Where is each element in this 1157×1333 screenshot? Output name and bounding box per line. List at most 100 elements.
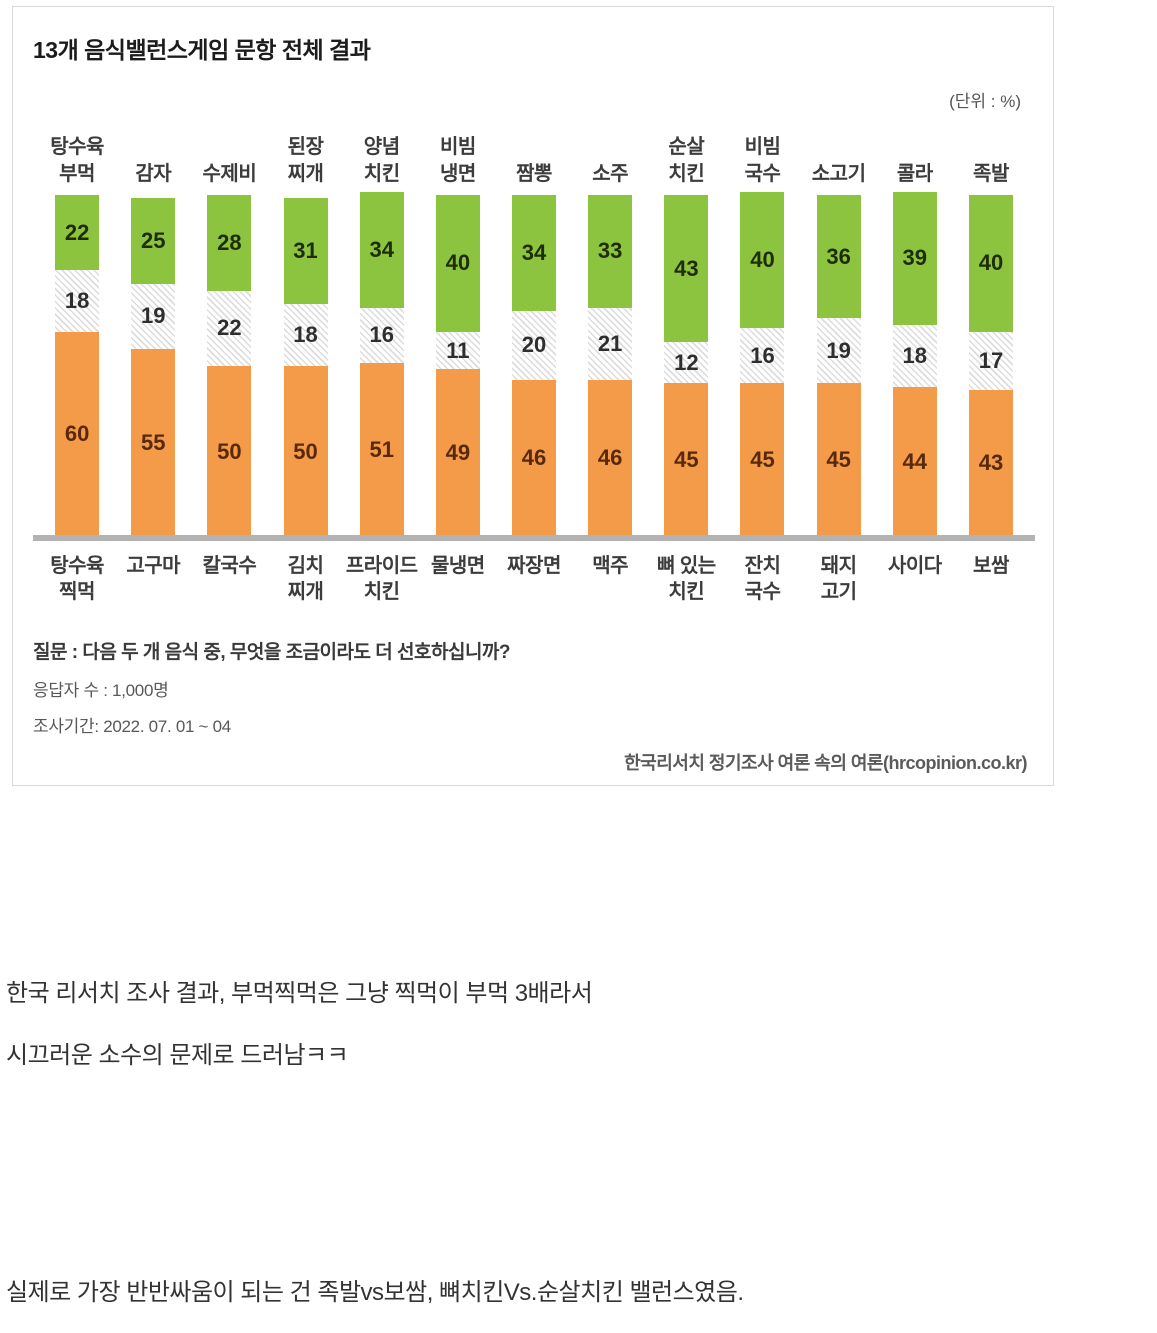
segment-value-label: 43 [978,450,1004,476]
segment-value-label: 43 [674,255,699,281]
top-labels-row: 탕수육 부먹 감자 수제비 된장 찌개 양념 치킨 비빔 냉면 짬뽕 소주 순살 치킨 비빔 국수 소고기 콜라 족… [39,111,1029,187]
bar-segment-neutral: 22 [207,290,252,366]
bottom-category-label: 돼지 고기 [820,555,857,604]
bar-segment-top-option: 22 [55,195,100,271]
bar-column: 39 18 44 [877,191,953,537]
segment-value-label: 50 [293,438,318,464]
bar-segment-bottom-option: 45 [664,383,709,537]
label-column-bottom: 프라이드 치킨 [344,553,420,606]
stacked-bar: 28 22 50 [207,195,252,537]
stacked-bar: 34 16 51 [359,191,404,537]
top-category-label: 짬뽕 [516,162,552,185]
bar-segment-neutral: 12 [664,342,709,384]
chart-image: 13개 음식밸런스게임 문항 전체 결과 (단위 : %) 탕수육 부먹 감자 수제비… [12,6,1054,786]
label-column-top: 비빔 냉면 [420,134,496,187]
stacked-bar: 40 17 43 [968,195,1013,537]
label-column-top: 된장 찌개 [267,134,343,187]
top-category-label: 탕수육 부먹 [50,136,104,185]
label-column-bottom: 보쌈 [953,553,1029,579]
segment-value-label: 18 [64,288,90,314]
top-category-label: 수제비 [202,162,257,185]
bar-segment-top-option: 39 [892,191,937,325]
top-category-label: 소주 [592,162,629,185]
segment-value-label: 16 [750,342,775,368]
bar-column: 36 19 45 [801,195,877,537]
unit-label: (단위 : %) [949,92,1021,111]
top-category-label: 소고기 [811,162,866,185]
bar-segment-neutral: 17 [968,331,1013,390]
bar-segment-bottom-option: 51 [359,362,404,537]
bottom-category-label: 사이다 [887,555,942,577]
segment-value-label: 40 [750,246,775,272]
label-column-bottom: 고구마 [115,553,191,579]
stacked-bar: 39 18 44 [892,191,937,537]
label-column-top: 탕수육 부먹 [39,134,115,187]
survey-info-block: 질문 : 다음 두 개 음식 중, 무엇을 조금이라도 더 선호하십니까? 응답… [33,637,511,748]
segment-value-label: 51 [369,436,394,462]
bar-segment-neutral: 16 [359,307,404,363]
segment-value-label: 34 [521,240,547,266]
segment-value-label: 33 [597,238,623,264]
bar-column: 22 18 60 [39,195,115,537]
survey-question: 질문 : 다음 두 개 음식 중, 무엇을 조금이라도 더 선호하십니까? [33,642,511,663]
label-column-top: 감자 [115,161,191,187]
bottom-labels-row: 탕수육 찍먹 고구마 칼국수 김치 찌개 프라이드 치킨 물냉면 짜장면 맥주 뼈 있는 치킨 잔치 국수 돼… [39,553,1029,633]
label-column-top: 양념 치킨 [344,134,420,187]
bar-segment-neutral: 18 [892,324,937,387]
bar-segment-neutral: 19 [816,318,861,384]
bar-segment-top-option: 31 [283,198,328,305]
segment-value-label: 36 [826,243,851,269]
bar-segment-bottom-option: 50 [283,366,328,537]
segment-value-label: 21 [597,330,623,356]
label-column-bottom: 돼지 고기 [801,553,877,606]
segment-value-label: 25 [140,228,166,254]
stacked-bar: 33 21 46 [588,195,633,537]
bar-segment-bottom-option: 49 [435,369,480,537]
bar-segment-bottom-option: 60 [55,331,100,537]
bar-column: 28 22 50 [191,195,267,537]
bottom-category-label: 칼국수 [202,555,257,577]
segment-value-label: 60 [64,421,90,447]
bottom-category-label: 짜장면 [507,555,561,577]
bottom-category-label: 물냉면 [431,555,485,577]
bar-segment-neutral: 18 [283,304,328,366]
bottom-category-label: 맥주 [592,555,629,577]
segment-value-label: 50 [217,438,242,464]
stacked-bar: 43 12 45 [664,195,709,537]
segment-value-label: 34 [369,236,394,262]
segment-value-label: 40 [445,250,471,276]
label-column-top: 순살 치킨 [648,134,724,187]
segment-value-label: 46 [597,445,623,471]
bottom-category-label: 프라이드 치킨 [345,555,418,604]
bar-segment-neutral: 11 [435,331,480,370]
bar-column: 40 16 45 [724,191,800,537]
label-column-top: 소주 [572,161,648,187]
segment-value-label: 31 [293,238,318,264]
bar-column: 33 21 46 [572,195,648,537]
segment-value-label: 18 [902,342,928,368]
bottom-category-label: 고구마 [126,555,181,577]
segment-value-label: 22 [217,315,242,341]
bottom-category-label: 탕수육 찍먹 [50,555,104,604]
x-axis-line [33,535,1035,541]
bar-column: 40 11 49 [420,195,496,537]
top-category-label: 콜라 [896,162,933,185]
segment-value-label: 45 [750,447,775,473]
bar-segment-neutral: 18 [55,270,100,332]
bars-row: 22 18 60 25 19 55 28 22 50 31 18 50 34 16 51 40 11 49 34 20… [39,191,1029,537]
bar-segment-top-option: 40 [740,191,785,329]
stacked-bar: 34 20 46 [512,195,557,537]
bottom-category-label: 뼈 있는 치킨 [656,555,716,604]
segment-value-label: 12 [674,349,699,375]
label-column-bottom: 칼국수 [191,553,267,579]
bar-segment-bottom-option: 45 [740,383,785,537]
stacked-bar: 40 16 45 [740,191,785,537]
segment-value-label: 45 [674,447,699,473]
label-column-bottom: 사이다 [877,553,953,579]
segment-value-label: 49 [445,440,471,466]
bar-segment-bottom-option: 46 [588,379,633,537]
survey-period: 조사기간: 2022. 07. 01 ~ 04 [33,717,231,736]
segment-value-label: 46 [521,445,547,471]
segment-value-label: 11 [446,337,470,363]
